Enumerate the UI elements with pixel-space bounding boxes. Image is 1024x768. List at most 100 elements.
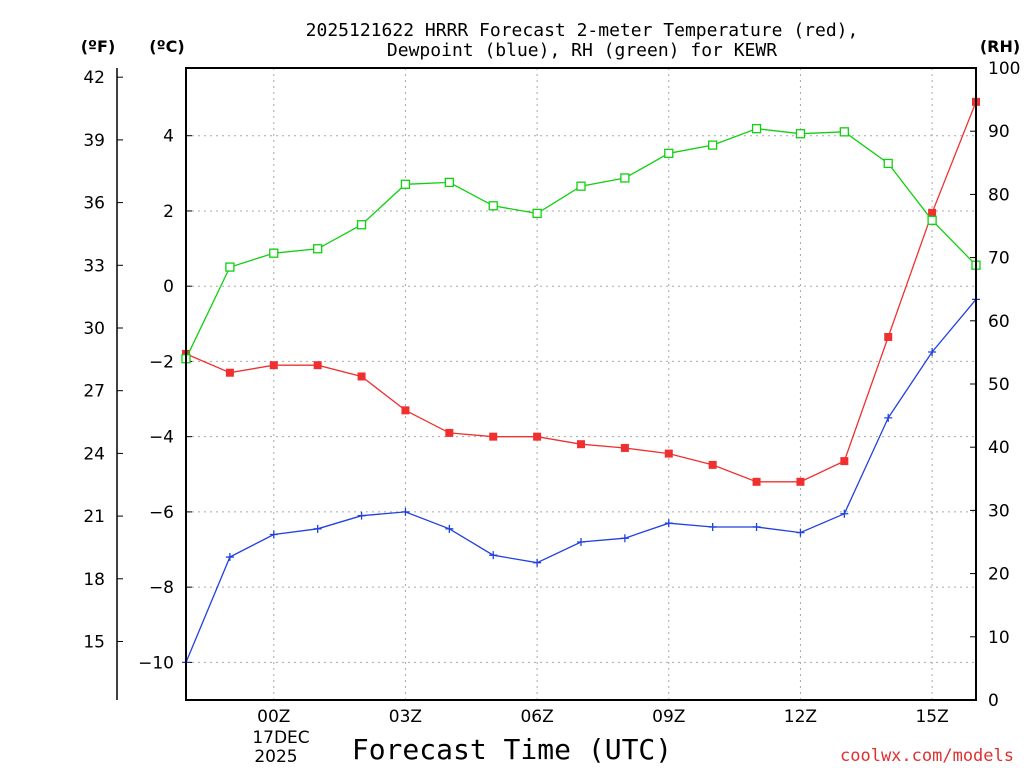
dewpoint-point	[225, 553, 234, 562]
dewpoint-point	[928, 348, 937, 357]
rh-point	[532, 208, 542, 219]
date-label-day: 17DEC	[252, 728, 309, 748]
2-meter-temperature-point	[664, 449, 673, 458]
rh-point	[356, 220, 367, 230]
dewpoint-line	[185, 298, 977, 663]
chart-title-line2: Dewpoint (blue), RH (green) for KEWR	[387, 40, 777, 61]
2-meter-temperature-point	[489, 432, 498, 441]
x-axis-title: Forecast Time (UTC)	[352, 733, 672, 766]
fahrenheit-tick-label: 24	[83, 444, 105, 464]
rh-point	[883, 158, 893, 169]
fahrenheit-tick-label: 18	[83, 570, 105, 590]
rh-tick-label: 0	[988, 691, 999, 711]
date-label-year: 2025	[254, 747, 297, 767]
2-meter-temperature-point	[269, 361, 278, 370]
2-meter-temperature-point	[225, 368, 234, 377]
time-tick-label: 15Z	[915, 707, 948, 727]
fahrenheit-tick-label: 30	[83, 319, 105, 339]
2-meter-temperature-point	[533, 432, 542, 441]
fahrenheit-unit-label: (ºF)	[81, 37, 116, 56]
rh-tick-label: 70	[988, 249, 1010, 269]
series	[181, 97, 981, 667]
dewpoint-point	[357, 511, 366, 520]
time-tick-label: 00Z	[257, 707, 290, 727]
rh-point	[225, 262, 235, 272]
rh-line	[185, 128, 977, 359]
fahrenheit-axis: 15 18 21 24 27 30 33 36 39 42	[83, 68, 123, 700]
rh-point	[576, 181, 586, 191]
dewpoint-point	[796, 528, 805, 537]
2-meter-temperature-line	[185, 101, 977, 483]
celsius-tick-label: 2	[163, 202, 174, 222]
time-tick-label: 06Z	[520, 707, 553, 727]
2-meter-temperature-point	[313, 361, 322, 370]
celsius-tick-label: −10	[138, 653, 174, 673]
rh-tick-label: 50	[988, 375, 1010, 395]
chart-title: 2025121622 HRRR Forecast 2-meter Tempera…	[306, 20, 859, 41]
dewpoint-point	[884, 413, 893, 422]
dewpoint-point	[489, 551, 498, 560]
time-tick-label: 03Z	[389, 707, 422, 727]
rh-tick-label: 10	[988, 628, 1010, 648]
rh-point	[795, 129, 806, 139]
2-meter-temperature-point	[840, 457, 849, 466]
rh-point	[400, 179, 411, 189]
dewpoint-point	[313, 524, 322, 533]
fahrenheit-tick-label: 33	[83, 256, 105, 276]
time-tick-label: 12Z	[784, 707, 817, 727]
dewpoint-point	[708, 522, 717, 531]
dewpoint-point	[445, 524, 454, 533]
rh-axis: 0 10 20 30 40 50 60 70 80 90 100	[970, 59, 1020, 711]
2-meter-temperature-point	[928, 208, 937, 217]
credit-link[interactable]: coolwx.com/models	[840, 746, 1014, 766]
fahrenheit-tick-label: 15	[83, 632, 105, 652]
rh-point	[444, 177, 454, 188]
2-meter-temperature-point	[796, 477, 805, 486]
rh-tick-label: 60	[988, 312, 1010, 332]
dewpoint-point	[752, 522, 761, 531]
rh-point	[751, 124, 762, 134]
rh-point	[620, 173, 630, 183]
time-tick-label: 09Z	[652, 707, 685, 727]
rh-unit-label: (RH)	[980, 37, 1020, 56]
2-meter-temperature-point	[620, 443, 629, 452]
rh-point	[839, 127, 849, 137]
rh-point	[269, 248, 279, 258]
fahrenheit-tick-label: 42	[83, 68, 105, 88]
fahrenheit-tick-label: 27	[83, 382, 105, 402]
dewpoint-point	[577, 538, 585, 546]
dewpoint-point	[620, 534, 629, 543]
grid	[186, 68, 976, 700]
plot-frame	[185, 67, 977, 701]
celsius-tick-label: −6	[149, 503, 174, 523]
celsius-tick-label: −2	[149, 352, 174, 372]
rh-tick-label: 20	[988, 565, 1010, 585]
celsius-tick-label: −4	[149, 428, 174, 448]
rh-tick-label: 40	[988, 438, 1010, 458]
2-meter-temperature-point	[357, 372, 366, 381]
time-axis: 00Z 03Z 06Z 09Z 12Z 15Z	[257, 707, 949, 727]
rh-point	[313, 244, 323, 254]
rh-tick-label: 80	[988, 185, 1010, 205]
dewpoint-point	[533, 558, 542, 567]
rh-tick-label: 90	[988, 122, 1010, 142]
rh-point	[488, 201, 498, 211]
dewpoint-point	[401, 507, 410, 516]
celsius-tick-label: 4	[163, 127, 174, 147]
celsius-axis: −10 −8 −6 −4 −2 0 2 4	[138, 127, 192, 673]
fahrenheit-tick-label: 36	[83, 194, 105, 214]
dewpoint-point	[664, 519, 673, 528]
fahrenheit-tick-label: 21	[83, 507, 105, 527]
2-meter-temperature-point	[708, 460, 717, 469]
celsius-unit-label: (ºC)	[149, 37, 184, 56]
rh-tick-label: 100	[988, 59, 1020, 79]
rh-point	[664, 148, 674, 158]
2-meter-temperature-point	[752, 477, 761, 486]
rh-point	[708, 140, 718, 150]
celsius-tick-label: 0	[163, 277, 174, 297]
2-meter-temperature-point	[445, 428, 454, 437]
rh-tick-label: 30	[988, 501, 1010, 521]
fahrenheit-tick-label: 39	[83, 131, 105, 151]
2-meter-temperature-point	[577, 440, 585, 449]
